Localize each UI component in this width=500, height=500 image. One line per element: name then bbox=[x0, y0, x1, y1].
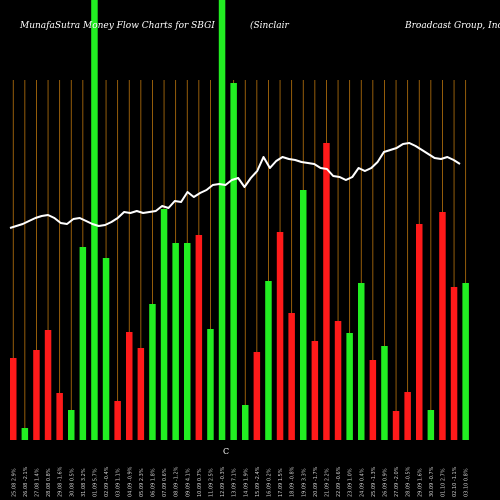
flow-bars bbox=[10, 0, 469, 440]
flow-bar bbox=[253, 352, 261, 440]
flow-bar bbox=[369, 360, 377, 440]
flow-bar bbox=[137, 348, 145, 440]
x-tick-label: 07.09 0.6% bbox=[162, 468, 168, 497]
x-tick-label: 23.09 1.0% bbox=[348, 468, 354, 497]
x-tick-label: 30.08 0.5% bbox=[69, 468, 75, 497]
x-tick-label: 04.09 -0.9% bbox=[127, 466, 133, 497]
x-tick-labels: 25.08 2.9% 26.08 -2.1% 27.08 1.4% 28.08 0.8… bbox=[11, 466, 469, 497]
flow-bar bbox=[21, 428, 29, 440]
x-tick-label: 18.09 -0.8% bbox=[290, 466, 296, 497]
x-tick-label: 02.10 -1.1% bbox=[452, 466, 458, 497]
x-tick-label: 26.08 -2.1% bbox=[23, 466, 29, 497]
flow-bar bbox=[207, 329, 214, 440]
x-tick-label: 03.10 0.8% bbox=[464, 468, 470, 497]
x-tick-label: 21.09 2.2% bbox=[324, 468, 330, 497]
x-tick-label: 22.09 -0.6% bbox=[336, 466, 342, 497]
flow-bar bbox=[102, 258, 110, 440]
x-tick-label: 03.09 1.1% bbox=[116, 468, 122, 497]
flow-bar bbox=[439, 212, 446, 440]
x-tick-label: 12.09 -0.3% bbox=[220, 466, 226, 497]
flow-bar bbox=[381, 346, 388, 440]
flow-bar bbox=[79, 247, 87, 440]
chart-title-middle: (Sinclair bbox=[250, 21, 289, 31]
x-tick-label: 15.09 -2.4% bbox=[255, 466, 261, 497]
x-tick-label: 16.09 0.2% bbox=[266, 468, 272, 497]
x-tick-label: 11.09 2.5% bbox=[208, 468, 214, 497]
flow-bar bbox=[311, 341, 319, 440]
x-tick-label: 29.09 1.6% bbox=[417, 468, 423, 497]
flow-bar bbox=[276, 232, 284, 440]
x-tick-label: 29.08 -1.6% bbox=[58, 466, 64, 497]
flow-bar bbox=[242, 405, 249, 440]
flow-bar bbox=[184, 243, 191, 440]
flow-bar bbox=[416, 224, 423, 440]
x-tick-label: 09.09 4.1% bbox=[185, 468, 191, 497]
x-tick-label: 01.10 2.7% bbox=[440, 468, 446, 497]
x-tick-label: 31.08 3.2% bbox=[81, 468, 87, 497]
x-tick-label: 30.09 -0.7% bbox=[429, 466, 435, 497]
x-tick-label: 06.09 1.8% bbox=[150, 468, 156, 497]
flow-bar bbox=[323, 143, 330, 440]
flow-bar bbox=[10, 358, 17, 440]
flow-bar bbox=[114, 401, 121, 440]
flow-bar bbox=[91, 0, 98, 440]
x-tick-label: 28.09 -0.5% bbox=[406, 466, 412, 497]
x-tick-label: 08.09 -1.2% bbox=[174, 466, 180, 497]
x-tick-label: 25.09 -1.3% bbox=[371, 466, 377, 497]
flow-bar bbox=[300, 190, 307, 440]
x-tick-label: 17.09 1.5% bbox=[278, 468, 284, 497]
x-tick-label: 02.09 -0.4% bbox=[104, 466, 110, 497]
chart-title-right: Broadcast Group, Inc) bbox=[405, 21, 500, 31]
flow-bar bbox=[265, 281, 272, 440]
flow-bar bbox=[56, 393, 63, 440]
axis-mark: C bbox=[223, 447, 230, 456]
flow-bar bbox=[392, 411, 400, 440]
flow-bar bbox=[172, 243, 179, 440]
price-line-group bbox=[9, 142, 461, 229]
x-tick-label: 28.08 0.8% bbox=[46, 468, 52, 497]
flow-bar bbox=[404, 392, 411, 440]
flow-bar bbox=[195, 235, 203, 440]
flow-bar bbox=[230, 83, 237, 440]
x-tick-label: 13.09 7.1% bbox=[232, 468, 238, 497]
flow-bar bbox=[160, 209, 168, 440]
flow-bar bbox=[427, 410, 435, 440]
x-tick-label: 01.09 5.7% bbox=[92, 468, 98, 497]
flow-bar bbox=[126, 332, 133, 440]
x-tick-label: 05.09 2.3% bbox=[139, 468, 145, 497]
flow-bar bbox=[334, 321, 342, 440]
flow-bar bbox=[358, 283, 365, 440]
chart-title-left: MunafaSutra Money Flow Charts for SBGI bbox=[20, 21, 215, 31]
x-tick-label: 24.09 0.4% bbox=[359, 468, 365, 497]
flow-bar bbox=[450, 287, 458, 440]
flow-bar bbox=[218, 0, 226, 440]
flow-bar bbox=[462, 283, 469, 440]
x-tick-label: 27.08 1.4% bbox=[34, 468, 40, 497]
flow-bar bbox=[33, 350, 40, 440]
price-line bbox=[9, 142, 461, 229]
x-tick-label: 25.08 2.9% bbox=[11, 468, 17, 497]
flow-bar bbox=[149, 304, 156, 440]
x-tick-label: 19.09 3.3% bbox=[301, 468, 307, 497]
x-tick-label: 27.09 -2.0% bbox=[394, 466, 400, 497]
flow-bar bbox=[68, 410, 75, 440]
x-tick-label: 26.09 0.9% bbox=[382, 468, 388, 497]
x-tick-label: 14.09 1.9% bbox=[243, 468, 249, 497]
flow-bar bbox=[346, 333, 353, 440]
x-tick-label: 10.09 0.7% bbox=[197, 468, 203, 497]
flow-bar bbox=[288, 313, 295, 440]
x-tick-label: 20.09 -1.7% bbox=[313, 466, 319, 497]
flow-bar bbox=[44, 330, 52, 440]
